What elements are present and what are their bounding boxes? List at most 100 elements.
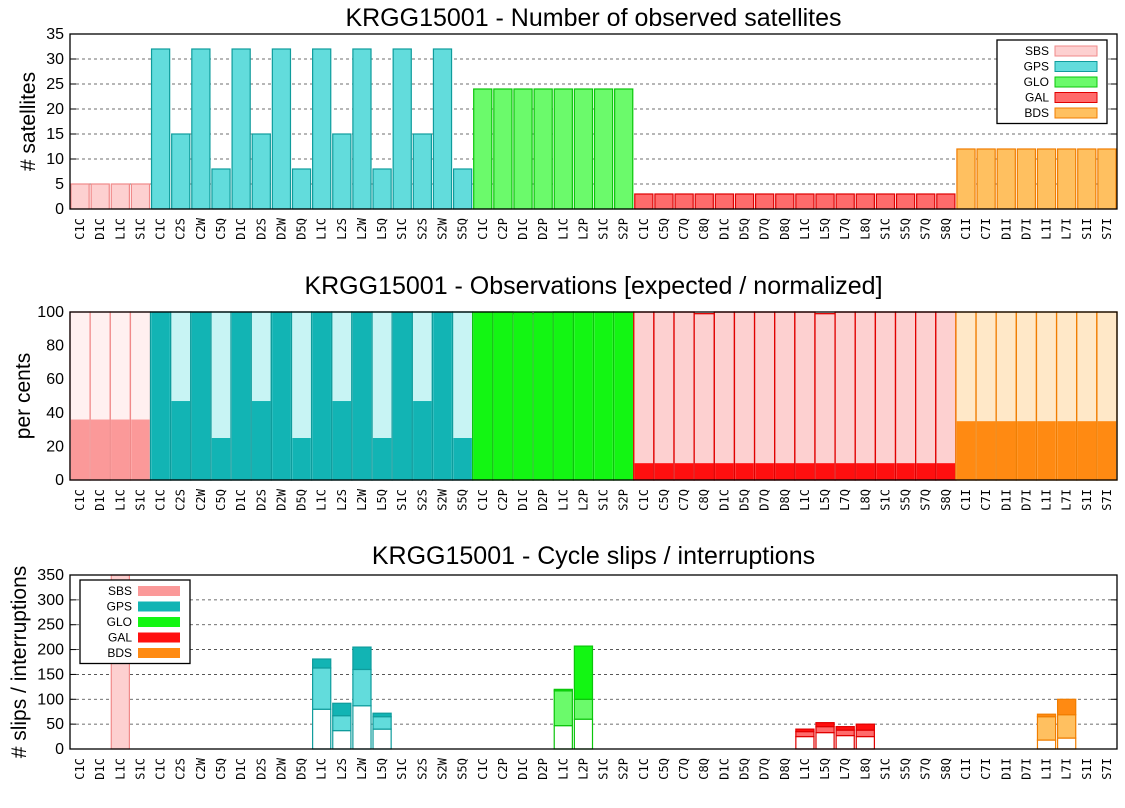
bar-gps-s2s xyxy=(412,133,433,210)
bar-expected-gal-c1c xyxy=(633,311,655,481)
legend-swatch-gal xyxy=(138,632,180,643)
y-tick-label: 0 xyxy=(55,741,64,758)
x-tick-label: L1C xyxy=(113,758,127,780)
bar-sbs-l1c xyxy=(110,183,131,210)
bar-normalized-gal-c8q xyxy=(694,463,714,480)
x-tick-label: D5Q xyxy=(738,218,752,240)
bar-normalized-glo-s1c xyxy=(594,312,613,480)
bar-slips-part2-gal-l5q xyxy=(815,726,835,734)
bar-normalized-bds-l7i xyxy=(1057,421,1076,480)
bar-normalized-glo-s2p xyxy=(614,312,633,480)
x-tick-label: D8Q xyxy=(778,758,792,780)
x-tick-label: D2S xyxy=(254,758,268,780)
x-tick-label: S5Q xyxy=(456,758,470,780)
bar-normalized-sbs-l1c xyxy=(111,419,130,480)
y-tick-label: 250 xyxy=(37,617,64,634)
bar-expected-gal-c7q xyxy=(673,311,695,481)
bar-glo-l1c xyxy=(553,88,573,210)
bar-bds-d1i xyxy=(996,148,1016,210)
x-tick-label: S1I xyxy=(1080,758,1094,780)
x-tick-label: D1I xyxy=(999,489,1013,511)
bar-glo-c2p xyxy=(493,88,513,210)
x-tick-label: S8Q xyxy=(939,489,953,511)
legend-label-gps: GPS xyxy=(107,600,132,614)
x-tick-label: D2W xyxy=(274,217,288,239)
y-tick-label: 60 xyxy=(46,371,64,388)
y-tick-label: 100 xyxy=(37,304,64,321)
bar-gps-d2s xyxy=(251,133,271,210)
x-tick-label: L2P xyxy=(576,218,590,240)
bar-bds-l7i xyxy=(1056,148,1077,210)
x-tick-label: L1C xyxy=(315,758,329,780)
chart-panel-2: KRGG15001 - Observations [expected / nor… xyxy=(12,272,1118,511)
legend-label-bds: BDS xyxy=(1024,106,1049,120)
bar-slips-part1-bds-l7i xyxy=(1056,737,1077,750)
x-tick-label: L1I xyxy=(1040,489,1054,511)
bar-gps-c2s xyxy=(171,133,191,210)
x-tick-label: D2S xyxy=(254,489,268,511)
bar-slips-part3-glo-l2p xyxy=(573,645,594,700)
x-tick-label: D1I xyxy=(999,758,1013,780)
x-tick-label: C1C xyxy=(637,758,651,780)
bar-normalized-gal-l7q xyxy=(835,463,855,480)
bar-normalized-gal-l1c xyxy=(795,463,815,480)
x-tick-label: L1C xyxy=(556,218,570,240)
x-tick-label: D2W xyxy=(274,757,288,779)
bar-expected-gal-s7q xyxy=(915,311,937,481)
bar-gal-c1c xyxy=(634,193,654,210)
bar-normalized-gps-l2w xyxy=(352,312,372,480)
x-tick-label: C7I xyxy=(979,758,993,780)
bar-gal-l7q xyxy=(835,193,855,210)
x-tick-label: D1C xyxy=(234,218,248,240)
legend-swatch-bds xyxy=(1054,107,1098,119)
x-tick-label: C7Q xyxy=(677,218,691,240)
bar-normalized-bds-s1i xyxy=(1077,421,1097,480)
bar-slips-part1-gps-l1c xyxy=(312,708,332,750)
bar-slips-part3-gps-l2s xyxy=(332,702,352,717)
x-tick-label: C5Q xyxy=(214,758,228,780)
bar-gal-s8q xyxy=(936,193,956,210)
x-tick-label: D5Q xyxy=(295,489,309,511)
bar-normalized-gps-s5q xyxy=(453,438,472,480)
y-tick-label: 80 xyxy=(46,338,64,355)
legend-swatch-gps xyxy=(138,601,180,612)
x-tick-label: L7Q xyxy=(838,218,852,240)
x-tick-label: D1C xyxy=(516,218,530,240)
x-tick-label: D2W xyxy=(274,488,288,510)
x-tick-label: S1C xyxy=(133,489,147,511)
x-tick-label: L1C xyxy=(798,758,812,780)
legend-label-sbs: SBS xyxy=(108,584,132,598)
bar-sbs-d1c xyxy=(90,183,110,210)
x-tick-label: D8Q xyxy=(778,489,792,511)
bar-glo-s1c xyxy=(593,88,614,210)
plot-frame xyxy=(69,574,1118,750)
x-tick-label: C2S xyxy=(174,758,188,780)
x-tick-label: S7Q xyxy=(919,218,933,240)
x-tick-label: D2S xyxy=(254,218,268,240)
legend-label-sbs: SBS xyxy=(1025,44,1049,58)
bar-slips-part1-gal-l7q xyxy=(835,734,855,750)
x-tick-label: S1C xyxy=(597,489,611,511)
chart-title: KRGG15001 - Cycle slips / interruptions xyxy=(372,542,815,570)
bar-normalized-glo-d1c xyxy=(513,312,533,480)
x-tick-label: C1C xyxy=(154,489,168,511)
legend-swatch-gps xyxy=(1054,61,1098,72)
bar-slips-part2-gal-l7q xyxy=(835,729,855,737)
y-tick-label: 5 xyxy=(55,176,64,193)
legend-swatch-sbs xyxy=(138,586,180,596)
bar-bds-s1i xyxy=(1077,148,1097,210)
bar-expected-gal-s5q xyxy=(894,311,917,481)
bar-normalized-bds-c7i xyxy=(976,421,996,480)
x-tick-label: L5Q xyxy=(375,758,389,780)
x-tick-label: C7I xyxy=(979,218,993,240)
plot-frame xyxy=(69,33,1118,210)
x-tick-label: S1C xyxy=(395,489,409,511)
bar-slips-part2-gps-l2w xyxy=(352,668,372,707)
bar-normalized-glo-c1c xyxy=(473,312,493,480)
x-tick-label: C1C xyxy=(476,489,490,511)
bar-normalized-bds-d1i xyxy=(996,421,1016,480)
x-tick-label: S1C xyxy=(597,218,611,240)
bar-normalized-gps-s1c xyxy=(392,312,412,480)
x-tick-label: S1C xyxy=(133,218,147,240)
